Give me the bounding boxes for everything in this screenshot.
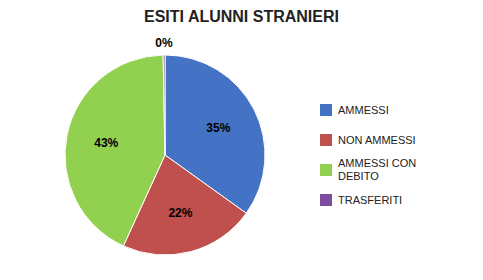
legend-label: NON AMMESSI [338,134,416,146]
legend-item: AMMESSI [320,104,389,116]
legend-item: NON AMMESSI [320,134,416,146]
legend: AMMESSI NON AMMESSI AMMESSI CONDEBITO TRASF… [320,104,416,206]
data-label: 22% [168,206,192,220]
data-label: 0% [155,36,173,50]
legend-swatch [320,194,332,206]
legend-item: AMMESSI CONDEBITO [320,157,416,182]
data-label: 43% [94,136,118,150]
pie-slice [65,55,165,246]
chart-title: ESITI ALUNNI STRANIERI [144,8,339,25]
legend-label: TRASFERITI [338,194,402,206]
legend-swatch [320,164,332,176]
pie-group [65,55,265,255]
chart-container: ESITI ALUNNI STRANIERI 35% 22% 43% 0% AMMESSI… [0,0,483,280]
chart-svg: ESITI ALUNNI STRANIERI 35% 22% 43% 0% AMMESSI… [0,0,483,280]
legend-label: AMMESSI [338,104,389,116]
data-labels: 35% 22% 43% 0% [94,36,230,220]
data-label: 35% [206,121,230,135]
legend-swatch [320,134,332,146]
legend-item: TRASFERITI [320,194,402,206]
legend-label: AMMESSI CONDEBITO [338,157,416,182]
legend-swatch [320,104,332,116]
pie-slice [163,55,165,155]
